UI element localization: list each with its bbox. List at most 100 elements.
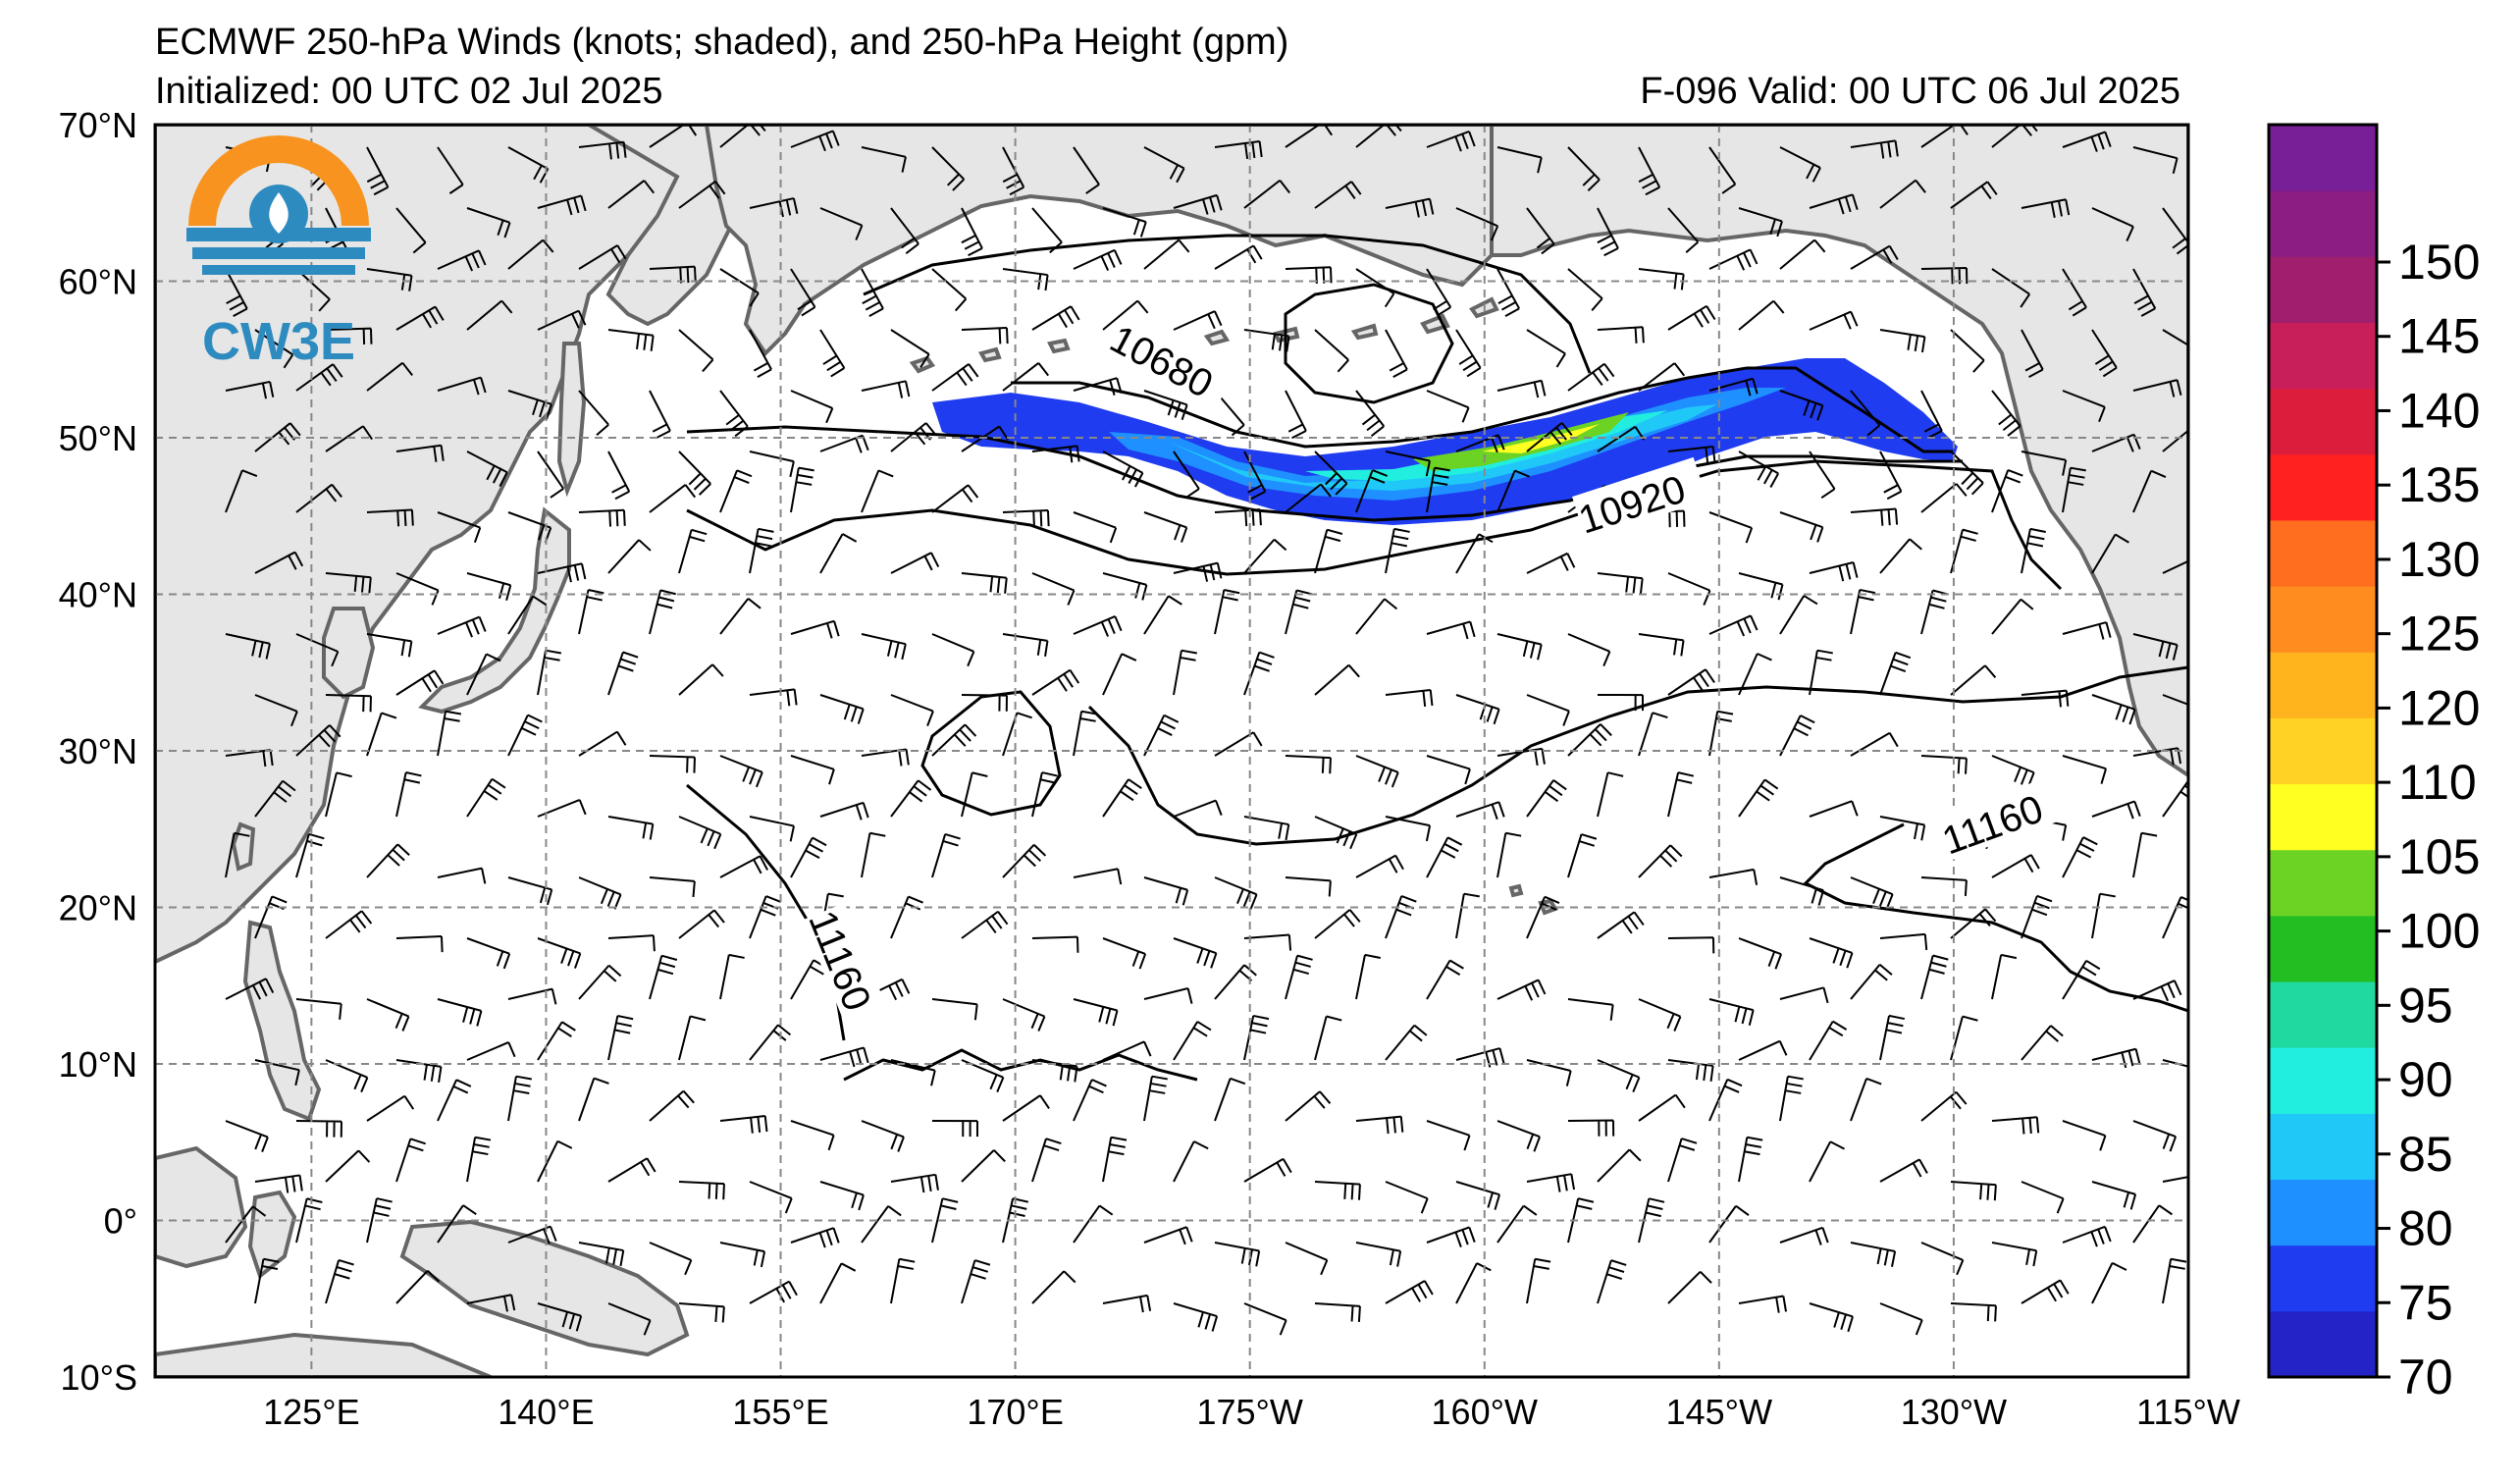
wind-barb [790,390,834,424]
wind-barb [649,755,696,773]
wind-barb [1809,800,1859,818]
wind-barb [1809,1140,1845,1183]
wind-barb [649,1242,693,1276]
init-time: Initialized: 00 UTC 02 Jul 2025 [155,71,663,112]
lat-tick-label: 30°N [59,731,137,771]
wind-barb [1214,588,1240,635]
wind-barb [1002,509,1050,527]
wind-barb [1991,1116,2040,1135]
wind-barb [325,1258,354,1304]
wind-barb [1031,771,1058,818]
wind-barb [1738,450,1780,488]
wind-barb [2062,621,2112,640]
wind-barb [961,771,988,818]
wind-barb [861,831,886,878]
wind-barb [1638,1093,1686,1122]
wind-barb [1638,844,1683,878]
wind-barb [1285,390,1307,440]
wind-barb [225,633,271,660]
wind-barb [1567,723,1612,757]
wind-barb [578,876,622,910]
valid-time: F-096 Valid: 00 UTC 06 Jul 2025 [1640,71,2180,112]
wind-barb [2091,1181,2137,1210]
lon-tick-label: 115°W [2136,1392,2240,1432]
wind-barb [1738,778,1779,818]
wind-barb [466,207,511,238]
wind-barb [437,998,483,1027]
wind-barb [1426,1120,1471,1151]
wind-barb [466,572,512,602]
wind-barb [931,1197,959,1244]
wind-barb [1455,801,1505,821]
wind-barb [719,855,769,878]
wind-barb [1102,1136,1128,1183]
wind-barb [225,978,275,1000]
colorbar-swatch [2269,388,2377,455]
colorbar-label: 125 [2398,607,2480,662]
wind-barb [961,326,1009,344]
wind-barb [2162,694,2188,706]
wind-barb [2132,980,2182,1002]
wind-barb [366,146,390,196]
wind-barb [1667,1270,1712,1304]
wind-barb [678,528,708,574]
contour-11160-sw [1803,822,2188,1013]
wind-barb [1496,979,1547,1001]
wind-barb [1314,329,1349,373]
wind-barb [1073,248,1123,272]
wind-barb [2132,1120,2178,1152]
wind-barb [225,469,258,513]
wind-barb [578,244,627,270]
colorbar-label: 95 [2398,978,2453,1033]
lat-tick-label: 10°N [59,1044,137,1085]
wind-barb [607,1302,652,1336]
wind-barb [890,694,934,726]
wind-barb [1597,771,1624,818]
wind-barb [1314,663,1360,696]
wind-barb [1738,299,1785,331]
wind-barb [1102,572,1148,601]
wind-barb [861,633,907,661]
wind-barb [1738,1039,1788,1061]
wind-barb [1426,755,1471,785]
wind-barb [1073,377,1123,396]
wind-barb [1597,1259,1627,1304]
wind-barb [678,663,724,696]
wind-barb [578,964,622,1000]
wind-barb [225,1120,269,1152]
lon-tick-label: 140°E [498,1392,594,1432]
wind-barb [1708,868,1759,885]
wind-barb [961,425,1010,452]
wind-barb [961,1059,1005,1093]
wind-barb [1214,1077,1246,1122]
colorbar-label: 70 [2398,1350,2453,1404]
land-sakhalin [556,342,587,498]
wind-barb [1567,998,1614,1021]
wind-barb [1597,207,1619,257]
wind-barb [890,552,940,574]
wind-barb [1879,816,1926,841]
wind-barb [1102,937,1147,970]
wind-barb [890,779,932,818]
wind-barb [537,562,587,583]
wind-barb [1243,450,1267,501]
wind-barb [2021,894,2053,939]
wind-barb [225,380,275,399]
contour-10680-north [863,234,1592,374]
wind-barb [1143,1226,1193,1245]
wind-barb [1073,615,1123,637]
lat-tick-label: 60°N [59,262,137,302]
wind-barb [325,771,352,818]
wind-barb [1667,446,1716,463]
wind-barb [790,619,840,639]
wind-barb [437,1204,477,1244]
wind-barb [1667,304,1716,331]
wind-barb [749,329,772,378]
wind-barb [1850,876,1894,910]
wind-barb [1850,507,1899,526]
wind-barb [1385,450,1431,477]
wind-barb [1496,379,1547,398]
wind-barb [2132,1204,2174,1244]
wind-barb [2091,694,2136,725]
contour-11160-east [1087,665,2188,846]
